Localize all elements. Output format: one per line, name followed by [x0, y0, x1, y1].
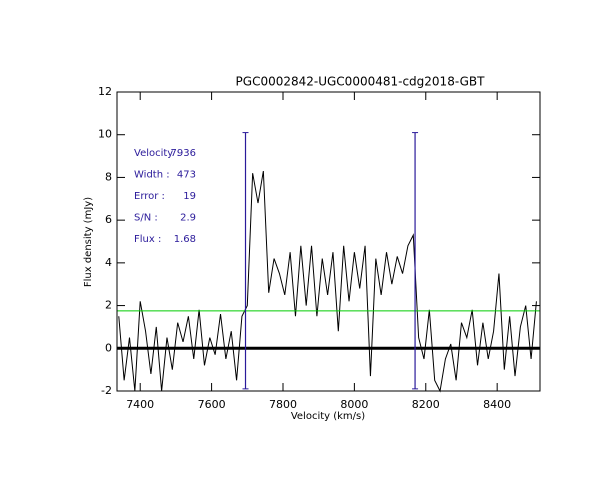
- annotation-label: Error :: [134, 191, 165, 202]
- y-tick-label: 10: [98, 128, 112, 141]
- annotation-value: 19: [183, 191, 196, 202]
- spectrum-line: [118, 170, 537, 393]
- x-axis-label: Velocity (km/s): [291, 411, 365, 422]
- x-tick-label: 7800: [269, 398, 297, 411]
- y-tick-label: 4: [105, 256, 112, 269]
- x-tick-label: 8400: [483, 398, 511, 411]
- y-tick-label: -2: [101, 384, 112, 397]
- y-tick-label: 2: [105, 299, 112, 312]
- annotation-label: Width :: [134, 170, 170, 181]
- x-tick-label: 8000: [340, 398, 368, 411]
- annotation-label: Velocity :: [134, 148, 180, 159]
- x-tick-label: 8200: [412, 398, 440, 411]
- y-tick-label: 12: [98, 85, 112, 98]
- x-tick-label: 7600: [198, 398, 226, 411]
- y-tick-label: 0: [105, 341, 112, 354]
- annotation-value: 7936: [171, 148, 196, 159]
- plot-frame: [116, 91, 541, 392]
- annotation-value: 2.9: [180, 213, 196, 224]
- annotation-value: 473: [177, 170, 196, 181]
- annotation-label: S/N :: [134, 213, 158, 224]
- chart-title: PGC0002842-UGC0000481-cdg2018-GBT: [236, 75, 486, 89]
- annotation-value: 1.68: [174, 234, 196, 245]
- y-tick-label: 6: [105, 213, 112, 226]
- x-tick-label: 7400: [126, 398, 154, 411]
- y-axis-label: Flux density (mJy): [83, 197, 94, 287]
- annotation-label: Flux :: [134, 234, 161, 245]
- y-tick-label: 8: [105, 170, 112, 183]
